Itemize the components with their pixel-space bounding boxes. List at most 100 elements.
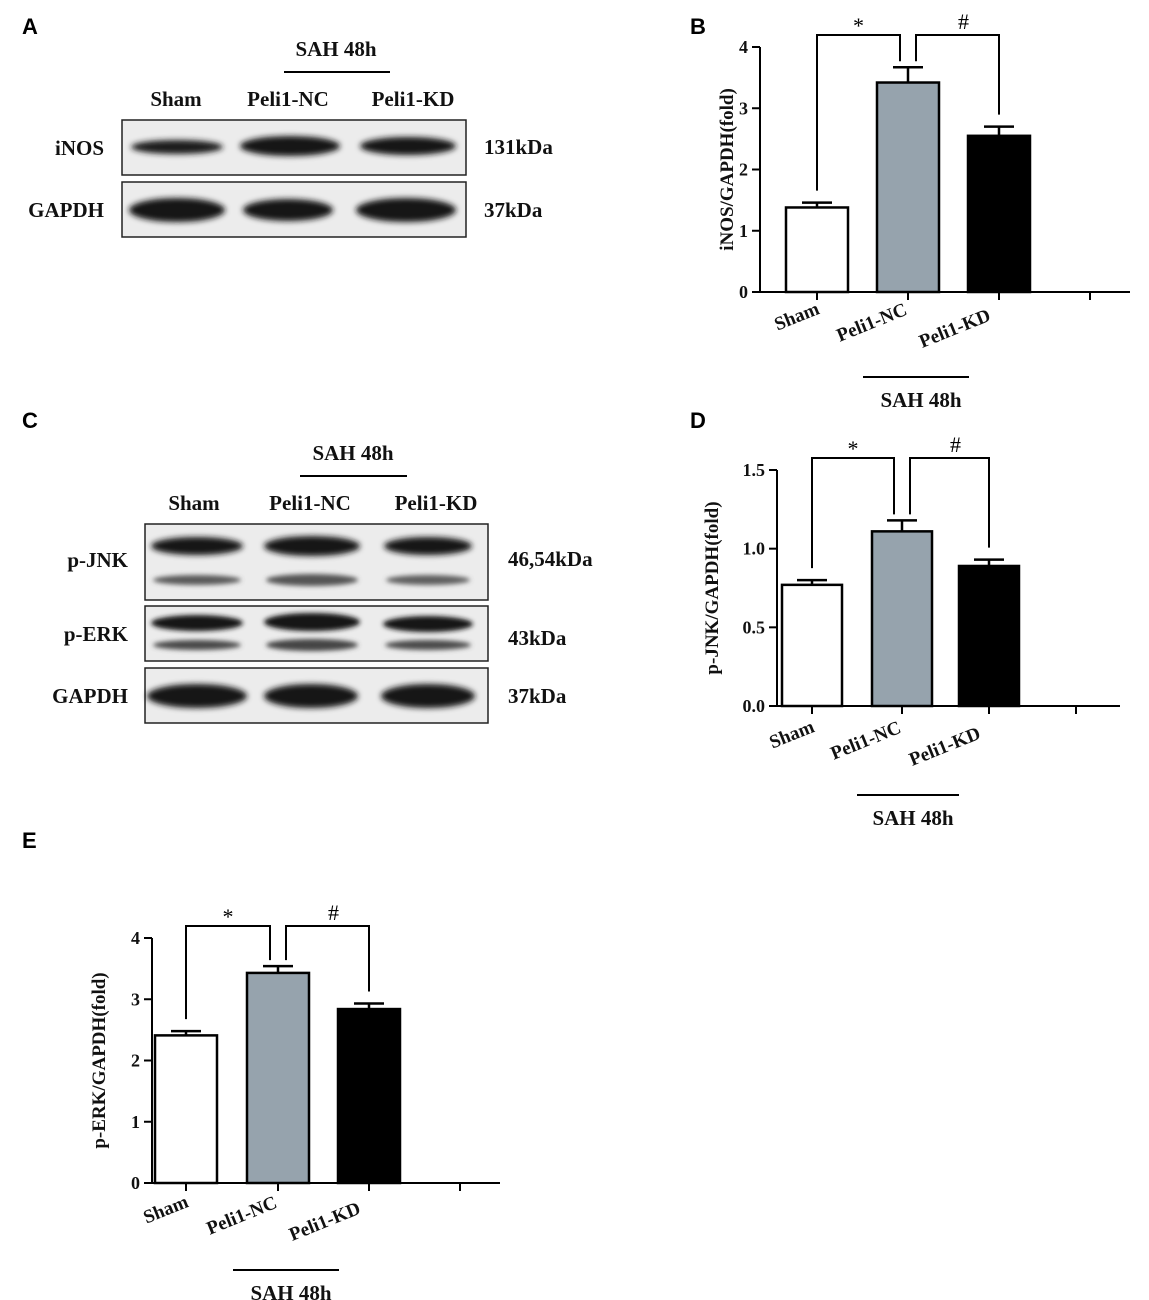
band	[266, 574, 358, 586]
panel-label-e: E	[22, 828, 37, 853]
band	[383, 616, 473, 632]
bar-peli1-nc	[875, 81, 941, 294]
category-label-peli1-nc: Peli1-NC	[834, 299, 910, 346]
y-tick-label: 1.5	[743, 460, 766, 480]
category-label-peli1-kd: Peli1-KD	[906, 723, 983, 771]
blot-a-kda-inos: 131kDa	[484, 135, 553, 159]
bar-peli1-nc	[245, 971, 311, 1185]
significance-bracket-hash	[909, 457, 990, 548]
y-axis-label: iNOS/GAPDH(fold)	[717, 88, 738, 251]
panel-label-d: D	[690, 408, 706, 433]
y-tick-label: 2	[131, 1051, 140, 1071]
blot-a-lane-peli1-kd: Peli1-KD	[372, 87, 455, 111]
significance-bracket-star	[811, 457, 895, 569]
bar-sham	[784, 206, 850, 294]
significance-bracket-star	[816, 34, 901, 191]
category-label-peli1-nc: Peli1-NC	[828, 717, 904, 764]
band	[360, 137, 456, 155]
category-label-peli1-nc: Peli1-NC	[204, 1192, 280, 1239]
blot-c-lane-sham: Sham	[168, 491, 220, 515]
category-label-sham: Sham	[766, 716, 817, 753]
blot-c-group-label: SAH 48h	[312, 441, 393, 465]
band	[243, 199, 333, 221]
group-label: SAH 48h	[880, 388, 961, 412]
bar-sham	[153, 1034, 219, 1185]
blot-c-row-p-jnk	[144, 523, 489, 601]
blot-a-row-label-gapdh: GAPDH	[28, 198, 104, 222]
y-tick-label: 2	[739, 160, 748, 180]
band	[356, 198, 456, 222]
band	[153, 640, 241, 650]
chart-b: 0 1 2 3 4 * # iNOS/GAPDH(fold) Sham Peli1-NC Peli1…	[717, 9, 1130, 412]
blot-c-row-label-gapdh: GAPDH	[52, 684, 128, 708]
blot-a-row-inos	[121, 119, 467, 176]
significance-hash: #	[950, 432, 961, 457]
blot-a-lane-peli1-nc: Peli1-NC	[247, 87, 329, 111]
y-tick-label: 0.0	[743, 696, 766, 716]
significance-hash: #	[328, 900, 339, 925]
band	[151, 615, 243, 631]
blot-c-row-p-erk	[144, 605, 489, 662]
y-tick-label: 0	[739, 282, 748, 302]
significance-star: *	[848, 436, 859, 461]
y-tick-label: 4	[739, 37, 748, 57]
y-tick-label: 1	[131, 1112, 140, 1132]
bar-peli1-kd	[336, 1007, 402, 1185]
chart-e: 0 1 2 3 4 * # p-ERK/GAPDH(fold) Sham Peli1-NC Peli…	[89, 900, 500, 1300]
blot-c-lane-peli1-kd: Peli1-KD	[395, 491, 478, 515]
bar-peli1-kd	[966, 134, 1032, 294]
panel-label-a: A	[22, 14, 38, 39]
blot-a-group-label: SAH 48h	[295, 37, 376, 61]
category-label-sham: Sham	[771, 298, 822, 335]
y-tick-label: 0.5	[743, 617, 766, 637]
bar-peli1-kd	[957, 564, 1021, 708]
category-label-peli1-kd: Peli1-KD	[916, 305, 993, 353]
panel-label-c: C	[22, 408, 38, 433]
bar-peli1-nc	[870, 530, 934, 708]
y-axis-label: p-JNK/GAPDH(fold)	[702, 501, 723, 674]
band	[153, 575, 241, 585]
group-label: SAH 48h	[250, 1281, 331, 1300]
blot-a-kda-gapdh: 37kDa	[484, 198, 543, 222]
y-tick-label: 3	[739, 98, 748, 118]
band	[384, 537, 472, 555]
band	[264, 613, 360, 631]
band	[147, 684, 247, 708]
y-tick-label: 0	[131, 1173, 140, 1193]
band	[385, 640, 471, 650]
band	[264, 684, 358, 708]
significance-hash: #	[958, 9, 969, 34]
blot-c-kda-gapdh: 37kDa	[508, 684, 567, 708]
panel-label-b: B	[690, 14, 706, 39]
significance-bracket-star	[185, 925, 271, 1020]
significance-star: *	[223, 904, 234, 929]
band	[381, 684, 475, 708]
blot-c-row-label-p-erk: p-ERK	[64, 622, 129, 646]
band	[151, 537, 243, 555]
blot-a-row-label-inos: iNOS	[55, 136, 104, 160]
category-label-peli1-kd: Peli1-KD	[286, 1198, 363, 1246]
y-tick-label: 1.0	[743, 539, 766, 559]
blot-c-kda-p-erk: 43kDa	[508, 626, 567, 650]
band	[131, 140, 223, 154]
band	[266, 639, 358, 651]
y-tick-label: 1	[739, 221, 748, 241]
y-axis-label: p-ERK/GAPDH(fold)	[89, 972, 110, 1148]
blot-a-row-gapdh	[121, 181, 467, 238]
blot-c-kda-p-jnk: 46,54kDa	[508, 547, 593, 571]
band	[386, 575, 470, 585]
chart-d: 0.0 0.5 1.0 1.5 * # p-JNK/GAPDH(fold) Sham Peli1…	[702, 432, 1120, 830]
blot-a-lane-sham: Sham	[150, 87, 202, 111]
significance-star: *	[853, 13, 864, 38]
significance-bracket-hash	[915, 34, 1000, 115]
category-label-sham: Sham	[140, 1191, 191, 1228]
band	[129, 198, 225, 222]
blot-c-lane-peli1-nc: Peli1-NC	[269, 491, 351, 515]
y-tick-label: 4	[131, 928, 140, 948]
blot-c-row-label-p-jnk: p-JNK	[67, 548, 128, 572]
bar-sham	[780, 583, 844, 708]
group-label: SAH 48h	[872, 806, 953, 830]
blot-c-row-gapdh	[144, 667, 489, 724]
band	[240, 136, 340, 156]
